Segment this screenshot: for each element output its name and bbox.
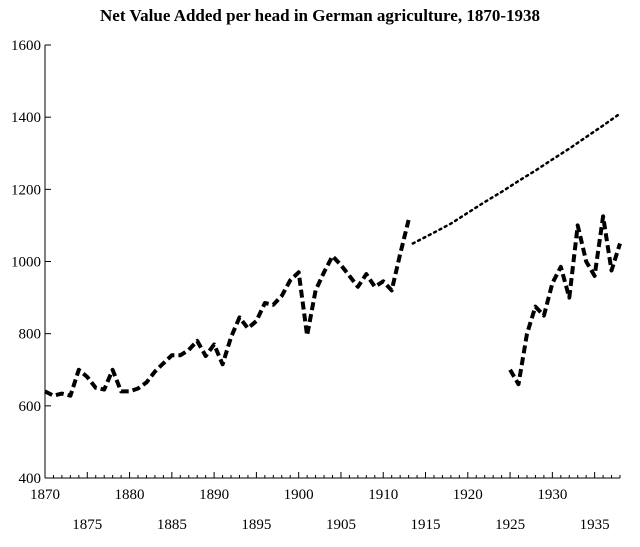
y-tick-label: 800 — [19, 327, 42, 343]
x-tick-label-lower: 1915 — [411, 517, 441, 533]
tick-labels: 400 600 800 1000 1200 1400 1600 1870 1880 1890 190… — [11, 38, 610, 533]
x-tick-label-upper: 1920 — [453, 487, 483, 503]
x-tick-label-upper: 1880 — [115, 487, 145, 503]
series-line-1 — [44, 219, 411, 398]
x-tick-label-lower: 1925 — [495, 517, 525, 533]
chart-title: Net Value Added per head in German agric… — [100, 6, 540, 25]
series-line-2 — [411, 112, 622, 245]
x-tick-label-upper: 1870 — [30, 487, 60, 503]
y-tick-label: 600 — [19, 399, 42, 415]
x-tick-label-upper: 1890 — [199, 487, 229, 503]
x-tick-label-lower: 1935 — [580, 517, 610, 533]
y-tick-label: 1400 — [11, 110, 41, 126]
x-tick-label-lower: 1875 — [72, 517, 102, 533]
series-line-3 — [508, 214, 622, 387]
y-tick-label: 1600 — [11, 38, 41, 54]
axes — [44, 44, 621, 479]
x-tick-label-lower: 1895 — [241, 517, 271, 533]
x-tick-label-upper: 1910 — [368, 487, 398, 503]
series-layer — [44, 112, 622, 398]
x-tick-label-upper: 1900 — [284, 487, 314, 503]
y-tick-label: 400 — [19, 471, 42, 487]
x-tick-label-lower: 1905 — [326, 517, 356, 533]
y-tick-label: 1200 — [11, 182, 41, 198]
x-tick-label-upper: 1930 — [537, 487, 567, 503]
y-tick-label: 1000 — [11, 255, 41, 271]
x-tick-label-lower: 1885 — [157, 517, 187, 533]
